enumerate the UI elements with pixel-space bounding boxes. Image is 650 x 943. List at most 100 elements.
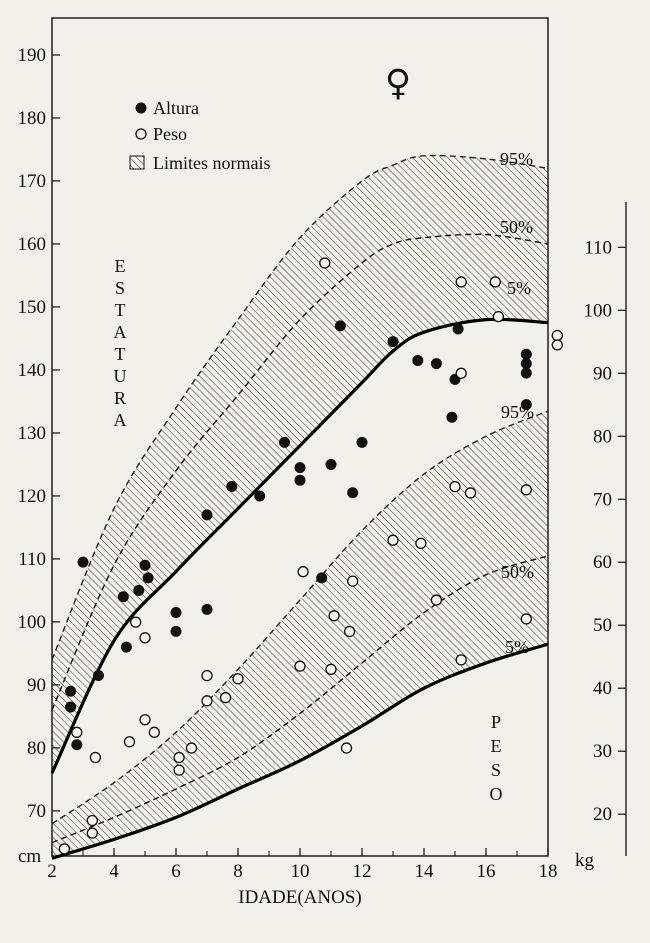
peso-point	[328, 610, 340, 622]
right-tick-label: 40	[593, 678, 612, 699]
peso-point	[173, 764, 185, 776]
peso-point	[415, 537, 427, 550]
weight-p5-label: 5%	[505, 637, 529, 657]
height-p5-curve	[50, 317, 549, 774]
weight-p95-label: 95%	[501, 402, 534, 422]
peso-point	[520, 484, 532, 496]
x-tick-label: 8	[233, 861, 243, 882]
x-tick-label: 12	[353, 861, 372, 882]
left-tick-label: 150	[18, 297, 47, 318]
peso-point	[139, 714, 151, 726]
altura-point	[520, 348, 532, 360]
legend-label-limites: Limites normais	[153, 153, 270, 173]
altura-point	[520, 358, 532, 370]
altura-point	[71, 739, 83, 751]
altura-point	[65, 701, 77, 713]
height-p50-curve	[51, 233, 549, 711]
peso-point	[297, 566, 309, 578]
peso-point	[464, 487, 477, 499]
left-tick-label: 120	[18, 486, 47, 507]
legend: Altura Peso Limites normais	[129, 98, 270, 173]
svg-text:O: O	[490, 784, 503, 804]
right-tick-label: 30	[593, 741, 612, 762]
peso-point	[71, 726, 83, 738]
peso-point	[449, 481, 461, 493]
altura-point	[452, 323, 464, 335]
peso-point	[130, 616, 142, 628]
svg-text:E: E	[115, 256, 126, 276]
right-axis-unit: kg	[575, 850, 595, 871]
right-tick-label: 20	[593, 804, 612, 825]
altura-point	[446, 411, 458, 423]
peso-point	[58, 843, 71, 855]
height-normal-band	[52, 155, 548, 774]
svg-text:P: P	[491, 712, 501, 732]
right-tick-label: 80	[593, 426, 612, 447]
peso-point	[551, 329, 563, 342]
left-tick-label: 140	[18, 360, 47, 381]
altura-point	[117, 591, 129, 603]
peso-point	[86, 814, 98, 827]
peso-point	[139, 632, 151, 644]
left-tick-label: 70	[27, 801, 46, 822]
peso-point	[232, 673, 244, 685]
peso-point	[340, 742, 353, 754]
left-tick-label: 100	[18, 612, 47, 633]
peso-point	[489, 276, 501, 288]
altura-point	[387, 336, 399, 348]
legend-label-peso: Peso	[153, 124, 187, 144]
legend-marker-hatched	[129, 155, 145, 170]
altura-point	[294, 462, 306, 474]
altura-point	[170, 625, 182, 637]
altura-point	[430, 358, 442, 370]
peso-point	[201, 669, 213, 682]
peso-point	[86, 827, 98, 839]
peso-point	[319, 257, 331, 269]
x-tick-label: 18	[539, 861, 558, 882]
altura-point	[120, 641, 132, 653]
altura-point	[133, 584, 145, 596]
peso-point	[520, 613, 532, 625]
right-tick-label: 90	[593, 363, 612, 384]
altura-point	[520, 367, 532, 379]
left-tick-label: 80	[27, 738, 46, 759]
altura-point	[325, 458, 337, 470]
right-tick-label: 100	[584, 300, 613, 321]
left-tick-label: 90	[27, 675, 46, 696]
altura-point	[412, 355, 424, 367]
female-symbol-title: ♀	[385, 63, 411, 104]
left-axis-unit: cm	[18, 846, 41, 867]
altura-point	[294, 474, 306, 486]
x-tick-label: 4	[109, 861, 119, 882]
x-tick-label: 2	[47, 861, 57, 882]
svg-text:S: S	[491, 760, 501, 780]
legend-marker-filled	[135, 102, 147, 114]
x-axis-title: IDADE(ANOS)	[238, 887, 361, 908]
left-tick-label: 130	[18, 423, 47, 444]
altura-point	[316, 572, 328, 584]
peso-point	[185, 742, 198, 754]
svg-text:A: A	[114, 410, 127, 430]
weight-p50-curve	[51, 555, 549, 844]
peso-point	[492, 310, 505, 323]
altura-point	[347, 487, 359, 499]
weight-p5-curve	[51, 642, 549, 860]
right-tick-label: 50	[593, 615, 612, 636]
svg-text:E: E	[491, 736, 502, 756]
peso-point	[89, 751, 102, 764]
height-p50-label: 50%	[500, 217, 533, 237]
left-tick-label: 170	[18, 171, 47, 192]
altura-point	[139, 559, 151, 571]
peso-point	[347, 575, 359, 587]
height-p95-curve	[51, 154, 549, 660]
estatura-label: E S T A T U R A	[114, 256, 127, 430]
peso-point	[123, 736, 136, 748]
legend-label-altura: Altura	[153, 98, 199, 118]
x-tick-label: 16	[477, 861, 496, 882]
left-tick-label: 180	[18, 108, 47, 129]
peso-point	[294, 660, 306, 672]
peso-point	[430, 594, 443, 606]
altura-point	[65, 685, 77, 697]
